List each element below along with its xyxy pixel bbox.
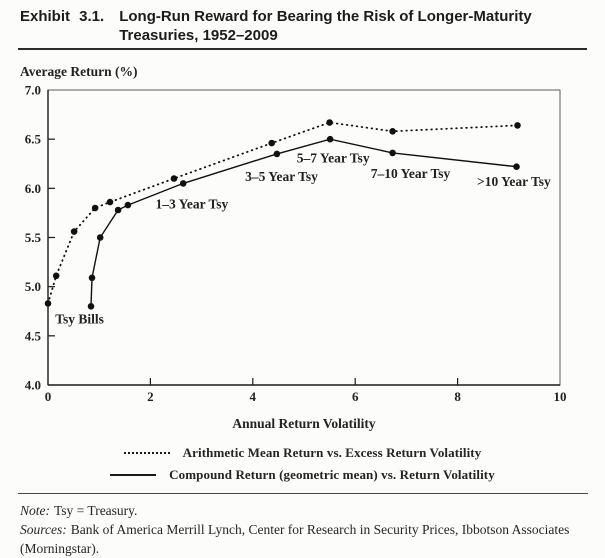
y-tick-label: 4.0 [25, 378, 41, 393]
notes-block: Note: Tsy = Treasury. Sources: Bank of Ame… [20, 501, 596, 558]
y-tick-label: 6.5 [25, 132, 42, 147]
legend-label-compound: Compound Return (geometric mean) vs. Ret… [169, 467, 495, 482]
note-label: Note: [20, 503, 50, 518]
y-axis-title: Average Return (%) [20, 64, 137, 79]
sources-text: Bank of America Merrill Lynch, Center fo… [20, 522, 570, 556]
series-annotation: 5–7 Year Tsy [297, 150, 370, 165]
legend-label-arithmetic: Arithmetic Mean Return vs. Excess Return… [182, 445, 482, 460]
data-point-marker [124, 201, 132, 209]
series-annotation: 3–5 Year Tsy [245, 169, 318, 184]
y-tick-label: 5.5 [25, 230, 42, 245]
legend-item-compound: Compound Return (geometric mean) vs. Ret… [110, 467, 495, 483]
data-point-marker [70, 228, 78, 235]
data-point-marker [513, 163, 520, 170]
note-line: Note: Tsy = Treasury. [20, 501, 596, 520]
data-point-marker [170, 175, 178, 182]
sources-label: Sources: [20, 522, 67, 537]
note-text: Tsy = Treasury. [54, 503, 138, 518]
dotted-line-swatch-icon [123, 452, 170, 454]
exhibit-number: Exhibit 3.1. [20, 8, 105, 25]
series-annotation: >10 Year Tsy [477, 174, 551, 189]
legend-item-arithmetic: Arithmetic Mean Return vs. Excess Return… [123, 445, 482, 461]
y-tick-label: 4.5 [25, 328, 42, 343]
exhibit-title: Long-Run Reward for Bearing the Risk of … [119, 7, 589, 45]
x-tick-label: 6 [352, 389, 359, 404]
notes-divider-rule [18, 493, 588, 494]
data-point-marker [114, 206, 122, 214]
data-point-marker [52, 272, 60, 280]
series-annotation: 1–3 Year Tsy [156, 197, 229, 212]
data-point-marker [179, 180, 187, 187]
x-axis-title: Annual Return Volatility [232, 416, 376, 431]
exhibit-title-line2: Treasuries, 1952–2009 [119, 27, 278, 44]
data-point-marker [514, 122, 521, 129]
x-tick-label: 0 [45, 389, 52, 404]
series-annotation: 7–10 Year Tsy [371, 166, 451, 181]
data-point-marker [389, 149, 396, 157]
chart-legend: Arithmetic Mean Return vs. Excess Return… [0, 445, 605, 483]
data-point-marker [389, 128, 396, 135]
y-tick-label: 6.0 [25, 181, 41, 196]
series-line-compound [90, 138, 517, 307]
treasury-risk-reward-chart: Average Return (%) 4.0 4.5 5.0 5.5 6.0 6.5 7.0… [20, 64, 567, 431]
x-tick-label: 8 [454, 389, 461, 404]
data-point-marker [96, 234, 104, 241]
plot-frame [47, 89, 561, 386]
y-tick-label: 5.0 [25, 279, 41, 294]
data-point-marker [91, 204, 99, 212]
data-point-marker [88, 274, 96, 282]
exhibit-title-line1: Long-Run Reward for Bearing the Risk of … [119, 8, 532, 25]
data-point-marker [273, 150, 281, 158]
exhibit-header: Exhibit 3.1. Long-Run Reward for Bearing… [20, 7, 589, 45]
series-annotation: Tsy Bills [55, 312, 104, 327]
data-point-marker [106, 198, 114, 206]
data-point-marker [326, 135, 334, 143]
x-tick-label: 10 [554, 389, 567, 404]
data-point-marker [87, 303, 95, 310]
data-point-marker [268, 139, 276, 147]
sources-line: Sources: Bank of America Merrill Lynch, C… [20, 520, 596, 558]
x-tick-label: 4 [250, 389, 257, 404]
x-tick-label: 2 [147, 389, 154, 404]
data-point-marker [326, 119, 333, 126]
title-divider-rule [18, 48, 587, 50]
solid-line-swatch-icon [110, 474, 157, 476]
series-line-arithmetic [47, 121, 519, 305]
data-point-marker [44, 300, 52, 307]
y-tick-label: 7.0 [25, 83, 41, 98]
